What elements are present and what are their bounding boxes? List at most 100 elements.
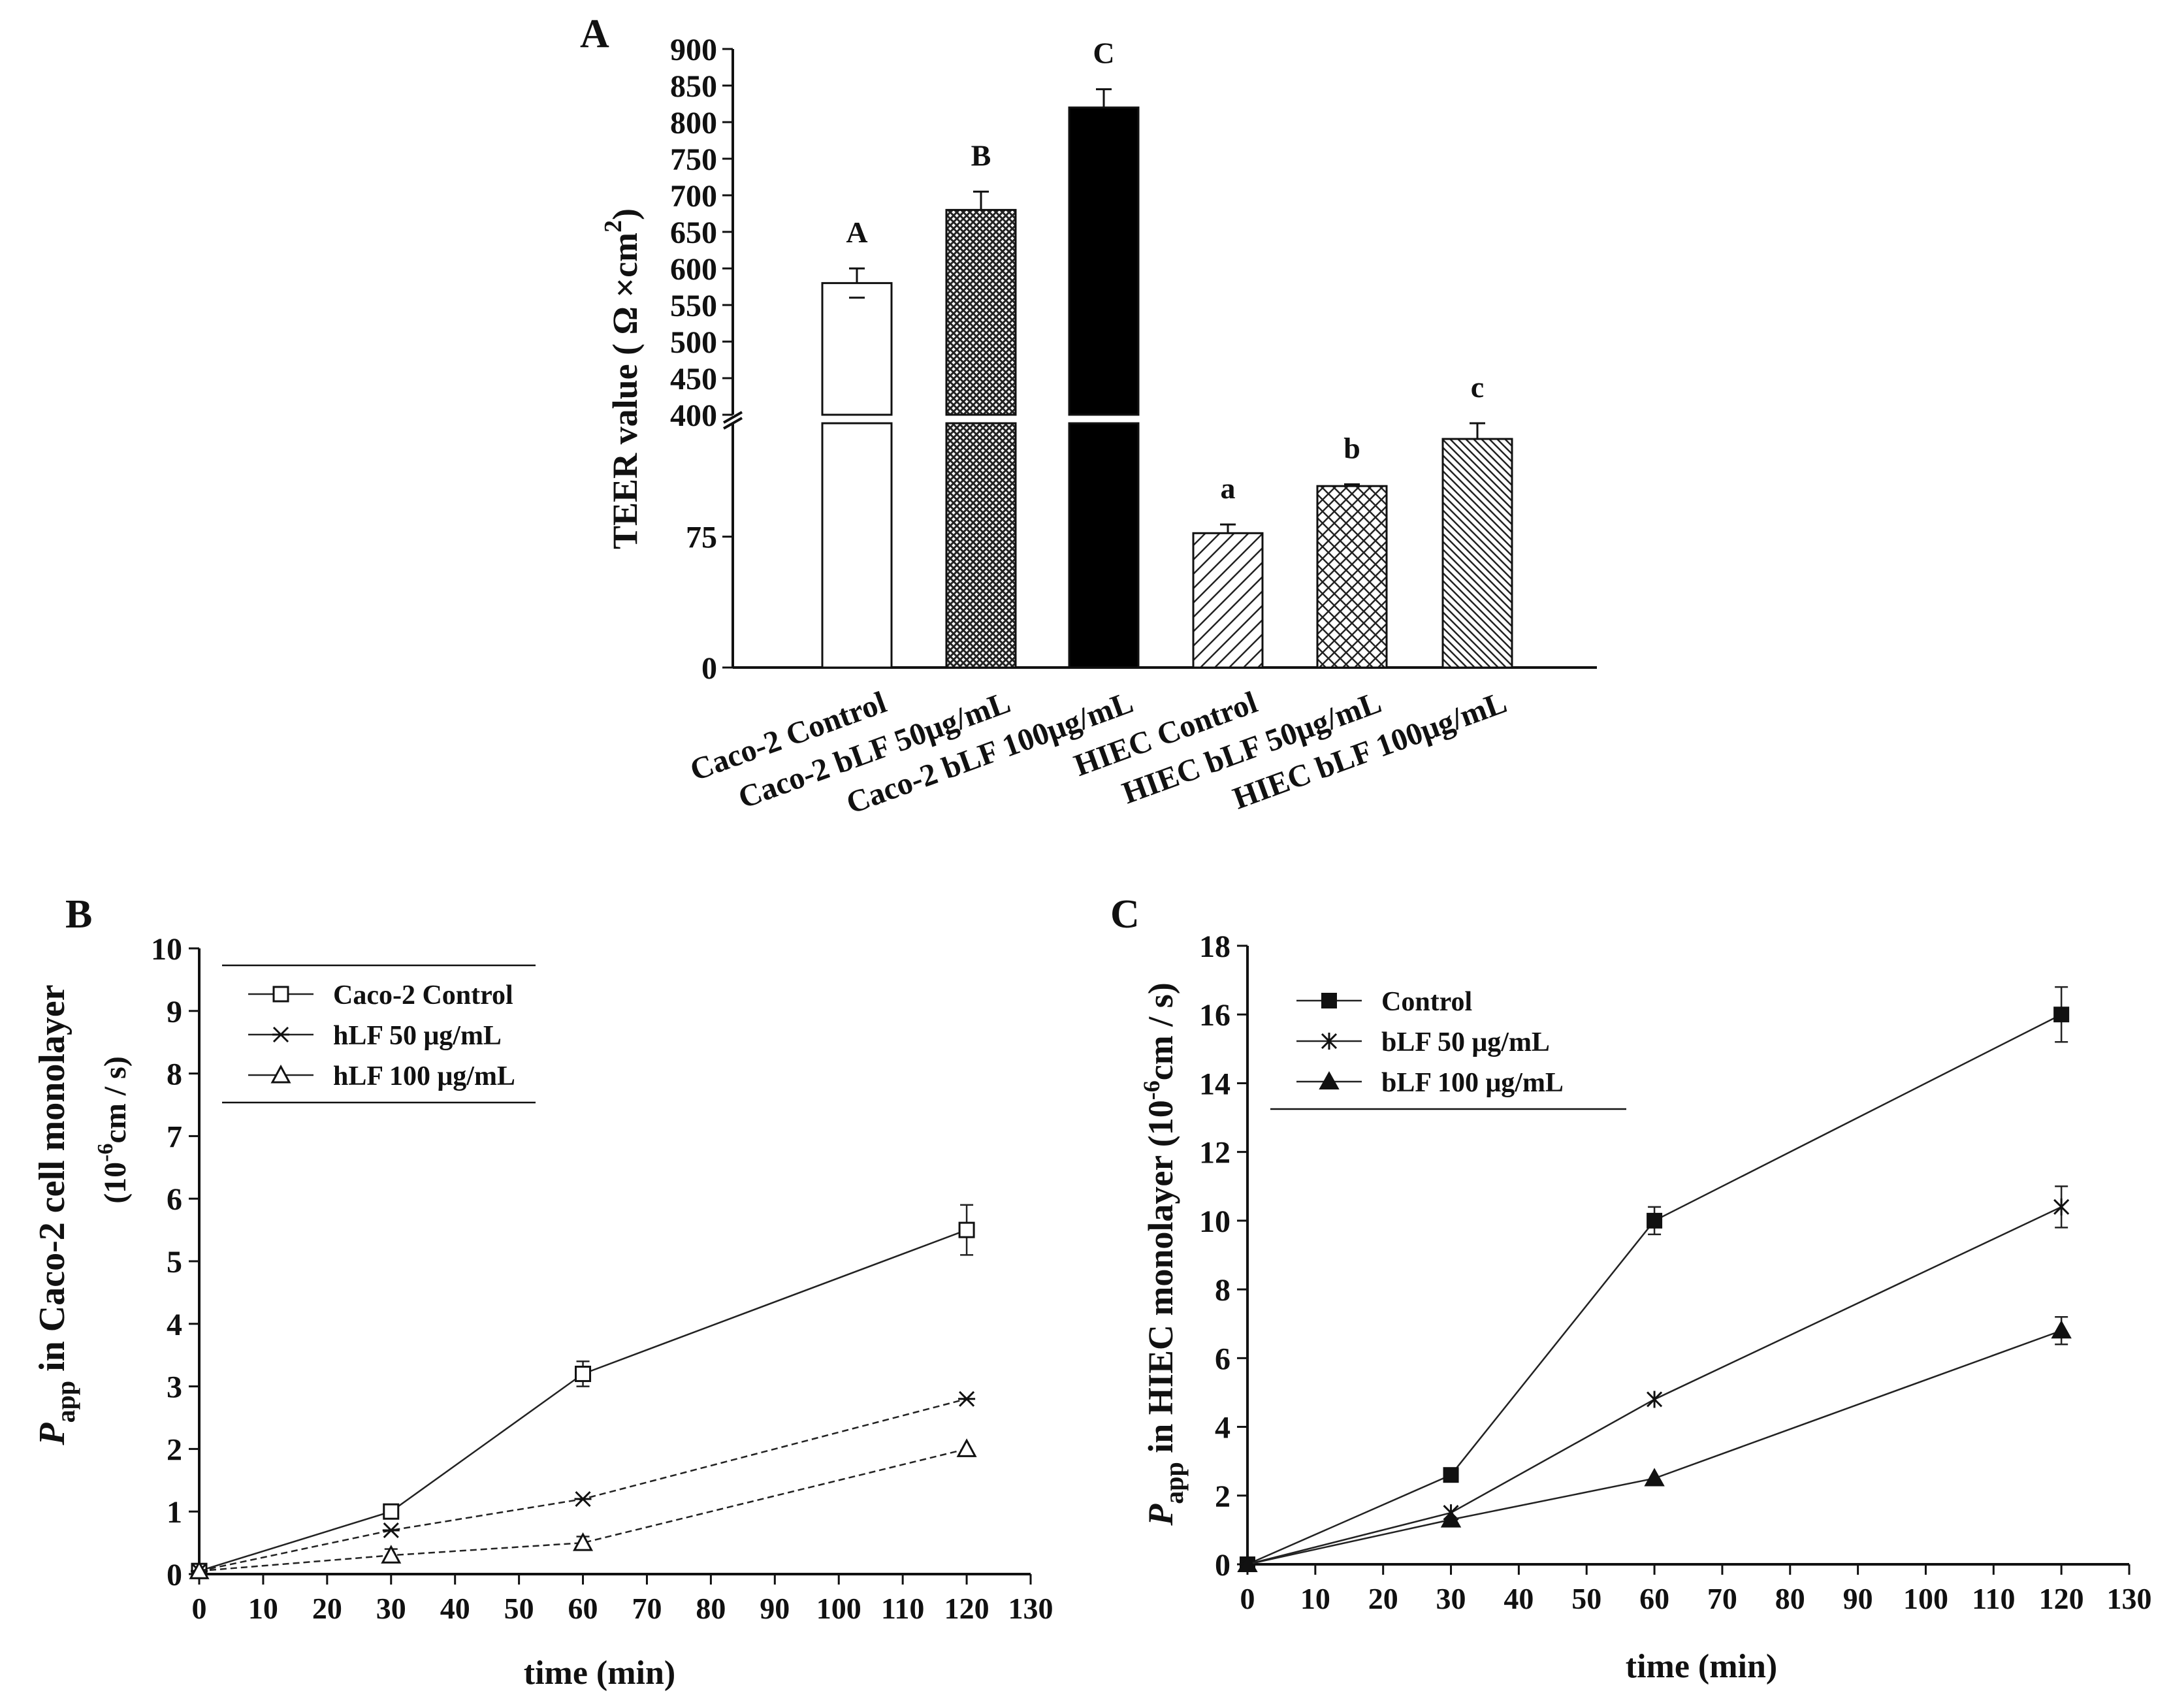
y-tick-label: 500 — [670, 325, 717, 360]
bar — [1441, 438, 1513, 669]
x-tick-label: 20 — [312, 1592, 342, 1625]
x-tick-label: 70 — [632, 1592, 662, 1625]
y-tick-label: 550 — [670, 289, 717, 323]
y-tick-label: 10 — [1199, 1204, 1230, 1239]
bar — [945, 422, 1017, 669]
bar — [1068, 106, 1140, 416]
data-point — [1440, 1509, 1462, 1528]
y-axis-label: Papp in Caco-2 cell monolayer — [32, 984, 80, 1445]
legend-label: bLF 50 μg/mL — [1381, 1027, 1550, 1057]
data-point — [958, 1221, 975, 1238]
legend-marker — [272, 1026, 289, 1043]
legend-marker — [272, 986, 289, 1003]
x-axis-label: time (min) — [524, 1654, 675, 1692]
y-tick-label: 600 — [670, 252, 717, 287]
data-point — [2051, 1320, 2072, 1339]
y-tick-label: 400 — [670, 398, 717, 433]
x-tick-label: 130 — [2107, 1582, 2152, 1615]
legend-marker — [1321, 993, 1337, 1008]
legend-marker — [1319, 1071, 1340, 1089]
data-point — [2053, 1007, 2070, 1023]
y-tick-label: 5 — [167, 1245, 182, 1280]
y-tick-label: 6 — [167, 1182, 182, 1217]
x-tick-label: 90 — [1843, 1582, 1873, 1615]
x-tick-label: 10 — [248, 1592, 278, 1625]
x-tick-label: 40 — [440, 1592, 470, 1625]
x-axis-label: time (min) — [1626, 1648, 1777, 1685]
y-tick-label: 450 — [670, 362, 717, 396]
bar — [821, 282, 893, 416]
series-line — [1247, 1014, 2062, 1566]
y-tick-label: 12 — [1199, 1136, 1230, 1170]
x-tick-label: 120 — [944, 1592, 989, 1625]
line-chart-hiec: Papp in HIEC monolayer (10-6cm / s) time… — [1138, 929, 2152, 1685]
y-axis-label: Papp in HIEC monolayer (10-6cm / s) — [1138, 982, 1189, 1526]
significance-letter: a — [1221, 472, 1236, 505]
y-tick-label: 650 — [670, 216, 717, 250]
bar — [945, 208, 1017, 416]
axis-break-mark — [723, 417, 743, 430]
y-tick-label: 800 — [670, 106, 717, 140]
x-tick-label: 60 — [1639, 1582, 1669, 1615]
panel-label-a: A — [580, 12, 609, 56]
x-tick-label: 50 — [504, 1592, 534, 1625]
data-point — [383, 1503, 400, 1520]
y-tick-label: 0 — [1215, 1548, 1230, 1583]
data-point — [573, 1532, 594, 1551]
significance-letter: C — [1093, 37, 1114, 70]
series-line — [1247, 1330, 2062, 1566]
series-line — [199, 1398, 967, 1572]
legend-marker — [270, 1064, 291, 1084]
x-tick-label: 0 — [192, 1592, 207, 1625]
y-tick-label: 4 — [1215, 1411, 1230, 1445]
x-tick-label: 100 — [816, 1592, 861, 1625]
x-tick-label: 80 — [1775, 1582, 1805, 1615]
y-axis-unit-label: (10-6cm / s) — [93, 1056, 133, 1204]
significance-letter: b — [1343, 432, 1360, 465]
data-point — [575, 1365, 592, 1382]
data-point — [189, 1560, 210, 1579]
legend-label: hLF 50 μg/mL — [333, 1021, 502, 1051]
series-line — [199, 1448, 967, 1572]
x-tick-label: 20 — [1368, 1582, 1398, 1615]
bar — [1192, 532, 1264, 669]
data-point — [2053, 1198, 2070, 1216]
series-line — [1247, 1206, 2062, 1566]
data-point — [1647, 1391, 1663, 1408]
x-tick-label: 30 — [1436, 1582, 1466, 1615]
panel-label-b: B — [65, 892, 92, 937]
data-point — [574, 1490, 592, 1507]
data-point — [1443, 1467, 1459, 1483]
y-tick-label: 8 — [1215, 1273, 1230, 1308]
x-tick-label: 110 — [881, 1592, 924, 1625]
y-tick-label: 7 — [167, 1120, 182, 1154]
legend-label: Caco-2 Control — [333, 980, 513, 1010]
x-tick-label: 100 — [1903, 1582, 1948, 1615]
significance-letter: B — [971, 138, 991, 172]
x-tick-label: 50 — [1571, 1582, 1601, 1615]
x-tick-label: 90 — [760, 1592, 790, 1625]
bar — [821, 422, 893, 669]
data-point — [956, 1438, 977, 1457]
line-chart-caco2: Papp in Caco-2 cell monolayer (10-6cm / … — [32, 932, 1053, 1692]
x-tick-label: 120 — [2039, 1582, 2084, 1615]
y-tick-label: 3 — [167, 1370, 182, 1405]
significance-letter: c — [1471, 370, 1484, 404]
x-tick-label: 80 — [696, 1592, 726, 1625]
x-tick-label: 60 — [568, 1592, 598, 1625]
y-tick-label: 10 — [151, 932, 182, 967]
x-tick-label: 70 — [1707, 1582, 1737, 1615]
axis-break-mark — [723, 411, 743, 424]
x-tick-label: 40 — [1504, 1582, 1534, 1615]
y-tick-label: 850 — [670, 69, 717, 104]
y-tick-label: 2 — [1215, 1479, 1230, 1514]
bar-chart-teer: TEER value ( Ω ×cm2) 4004505005506006507… — [600, 33, 1597, 821]
legend-marker — [1321, 1033, 1338, 1050]
x-tick-label: 0 — [1240, 1582, 1255, 1615]
legend-label: bLF 100 μg/mL — [1381, 1068, 1564, 1098]
data-point — [381, 1545, 402, 1564]
y-tick-label: 75 — [686, 521, 717, 555]
significance-letter: A — [846, 216, 867, 249]
y-tick-label: 14 — [1199, 1067, 1230, 1101]
